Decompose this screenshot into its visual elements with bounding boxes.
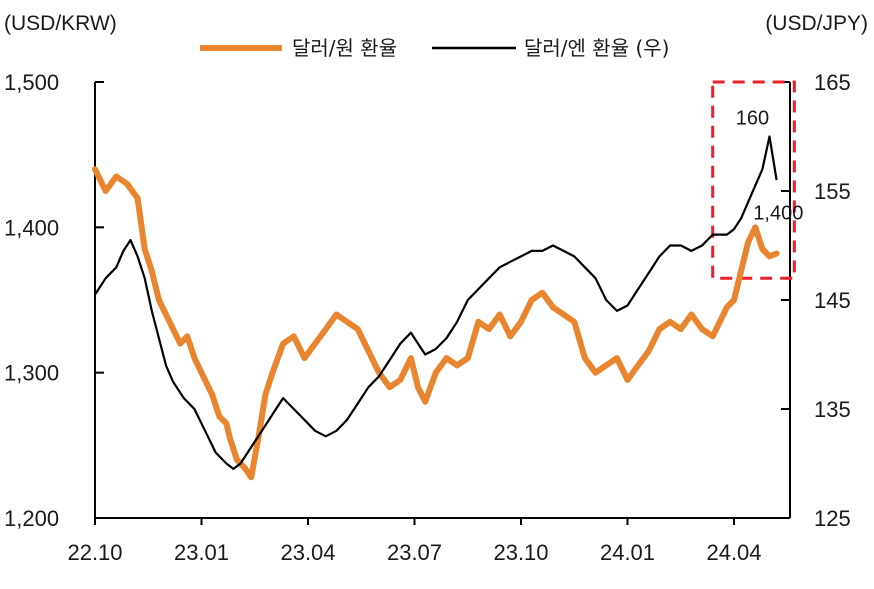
x-tick-label: 22.10 [67, 540, 122, 565]
right-tick-label: 145 [814, 288, 851, 313]
left-tick-label: 1,500 [4, 70, 59, 95]
legend: 달러/원 환율 달러/엔 환율 (우) [200, 36, 669, 60]
right-tick-label: 165 [814, 70, 851, 95]
right-tick-label: 135 [814, 397, 851, 422]
x-tick-label: 24.01 [600, 540, 655, 565]
series-line-jpy [94, 135, 778, 470]
left-tick-label: 1,300 [4, 361, 59, 386]
x-tick-label: 24.04 [706, 540, 761, 565]
left-axis-ticks: 1,200 1,300 1,400 1,500 [4, 70, 104, 531]
series-line-krw [92, 166, 780, 481]
x-tick-label: 23.10 [493, 540, 548, 565]
annotation-jpy-peak: 160 [736, 108, 769, 130]
x-tick-label: 23.01 [174, 540, 229, 565]
x-axis-ticks: 22.10 23.01 23.04 23.07 23.10 24.01 24.04 [67, 518, 762, 565]
right-axis-ticks: 125 135 145 155 165 [781, 70, 851, 531]
x-tick-label: 23.04 [280, 540, 335, 565]
x-tick-label: 23.07 [387, 540, 442, 565]
right-tick-label: 155 [814, 179, 851, 204]
annotation-krw-peak: 1,400 [753, 202, 803, 224]
legend-label-jpy: 달러/엔 환율 (우) [524, 36, 669, 60]
legend-label-krw: 달러/원 환율 [292, 36, 397, 60]
right-tick-label: 125 [814, 506, 851, 531]
left-tick-label: 1,200 [4, 506, 59, 531]
right-axis-unit: (USD/JPY) [765, 12, 868, 35]
left-tick-label: 1,400 [4, 215, 59, 240]
left-axis-unit: (USD/KRW) [4, 12, 117, 35]
highlight-box [711, 80, 796, 280]
